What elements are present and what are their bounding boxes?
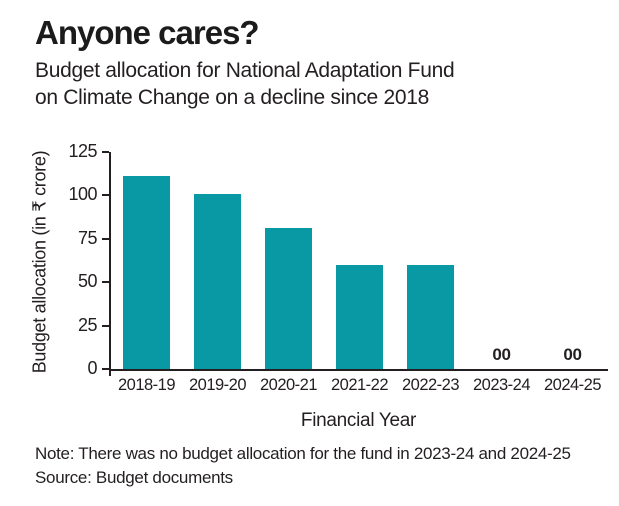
y-tick-mark-50 <box>102 281 109 284</box>
x-tick-label-2024-25: 2024-25 <box>543 376 602 394</box>
y-tick-label-100: 100 <box>68 184 97 205</box>
y-tick-label-50: 50 <box>77 271 98 292</box>
y-tick-label-125: 125 <box>68 141 97 161</box>
plot-area: 0 25 50 75 100 125 2018-19 2019-20 2020-21 2021-2… <box>68 141 608 394</box>
x-tick-label-2020-21: 2020-21 <box>259 376 318 394</box>
zero-value-label-2024-25: 00 <box>563 345 582 364</box>
x-tick-label-2019-20: 2019-20 <box>188 376 247 394</box>
y-tick-label-0: 0 <box>87 358 97 378</box>
chart-subtitle-line-2: on Climate Change on a decline since 201… <box>35 86 429 109</box>
source-credit: Source: Budget documents <box>35 468 233 487</box>
bar-2021-22 <box>336 264 383 369</box>
y-tick-mark-75 <box>102 237 109 240</box>
y-tick-mark-100 <box>102 194 109 197</box>
y-tick-mark-25 <box>102 324 109 327</box>
bar-column-2018-19: 2018-19 <box>111 152 182 394</box>
bar-column-2021-22: 2021-22 <box>324 152 395 394</box>
bar-column-2022-23: 2022-23 <box>395 152 466 394</box>
chart-subtitle-line-1: Budget allocation for National Adaptatio… <box>35 59 455 82</box>
x-axis-title: Financial Year <box>300 410 417 431</box>
chart-title: Anyone cares? <box>35 14 260 51</box>
bar-column-2023-24: 00 2023-24 <box>466 152 537 394</box>
bar-2020-21 <box>265 228 312 369</box>
y-tick-mark-0 <box>102 368 109 370</box>
bar-column-2020-21: 2020-21 <box>253 152 324 394</box>
x-tick-label-2021-22: 2021-22 <box>330 376 389 394</box>
x-tick-label-2023-24: 2023-24 <box>472 376 531 394</box>
bar-column-2024-25: 00 2024-25 <box>537 152 608 394</box>
x-tick-label-2018-19: 2018-19 <box>117 376 176 394</box>
y-tick-label-25: 25 <box>77 314 98 335</box>
chart-subtitle: Budget allocation for National Adaptatio… <box>35 57 455 111</box>
bar-column-2019-20: 2019-20 <box>182 152 253 394</box>
x-axis-origin-tick <box>109 369 111 376</box>
zero-value-label-2023-24: 00 <box>492 345 511 364</box>
footnote: Note: There was no budget allocation for… <box>35 444 571 463</box>
bar-2018-19 <box>123 176 170 369</box>
y-tick-mark-125 <box>102 151 109 153</box>
y-tick-label-75: 75 <box>77 227 98 248</box>
x-tick-label-2022-23: 2022-23 <box>401 376 460 394</box>
bar-columns: 2018-19 2019-20 2020-21 2021-22 2022-23 00 202… <box>111 152 608 394</box>
bar-2022-23 <box>407 264 454 369</box>
bar-2019-20 <box>194 193 241 369</box>
